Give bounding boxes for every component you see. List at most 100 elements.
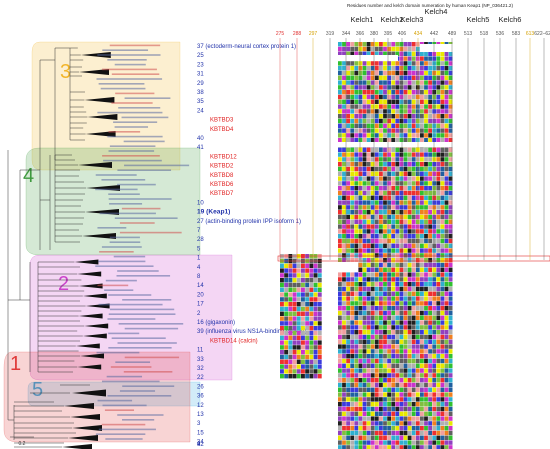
- alignment-cell: [346, 238, 350, 244]
- alignment-cell: [411, 320, 416, 325]
- collapsed-clade: [82, 233, 116, 239]
- alignment-cell: [395, 195, 400, 200]
- alignment-cell: [383, 344, 387, 349]
- alignment-cell: [305, 263, 310, 268]
- alignment-cell: [436, 296, 441, 301]
- alignment-cell: [403, 277, 408, 282]
- alignment-cell: [317, 316, 322, 321]
- alignment-cell: [436, 99, 441, 104]
- alignment-cell: [415, 358, 420, 364]
- alignment-cell: [444, 214, 449, 220]
- alignment-cell: [440, 310, 445, 316]
- alignment-cell: [420, 445, 424, 449]
- alignment-cell: [366, 258, 371, 263]
- alignment-cell: [411, 133, 416, 138]
- alignment-cell: [428, 354, 432, 359]
- clade-label: 20: [197, 292, 204, 298]
- alignment-cell: [288, 263, 293, 268]
- alignment-cell: [407, 358, 412, 364]
- alignment-cell: [448, 214, 453, 220]
- alignment-cell: [411, 349, 416, 354]
- clade-label: 25: [197, 53, 204, 59]
- alignment-cell: [399, 306, 404, 311]
- alignment-cell: [424, 80, 428, 85]
- alignment-cell: [391, 66, 396, 71]
- alignment-cell: [391, 234, 396, 239]
- alignment-cell: [350, 301, 355, 306]
- tip-label-text: [105, 438, 143, 440]
- alignment-cell: [284, 369, 289, 374]
- alignment-cell: [374, 166, 379, 172]
- alignment-cell: [444, 85, 449, 90]
- alignment-cell: [292, 292, 297, 297]
- alignment-cell: [374, 90, 379, 95]
- alignment-cell: [292, 364, 297, 369]
- alignment-cell: [411, 176, 416, 181]
- alignment-cell: [424, 51, 428, 56]
- alignment-cell: [395, 70, 400, 76]
- alignment-cell: [428, 99, 432, 104]
- alignment-cell: [305, 311, 310, 316]
- tip-label-text: [97, 284, 129, 287]
- alignment-cell: [407, 229, 412, 234]
- alignment-cell: [313, 350, 318, 355]
- alignment-cell: [391, 238, 396, 244]
- alignment-cell: [379, 94, 383, 100]
- alignment-cell: [448, 186, 453, 191]
- alignment-cell: [395, 406, 400, 412]
- alignment-cell: [292, 273, 297, 278]
- alignment-cell: [428, 51, 432, 56]
- alignment-cell: [362, 435, 367, 440]
- alignment-cell: [399, 214, 404, 220]
- alignment-cell: [374, 51, 379, 56]
- alignment-cell: [411, 166, 416, 172]
- alignment-cell: [399, 70, 404, 76]
- alignment-cell: [362, 152, 367, 157]
- alignment-cell: [444, 435, 449, 440]
- tip-label-text: [108, 131, 141, 133]
- tip-label-text: [105, 279, 137, 282]
- alignment-cell: [415, 306, 420, 311]
- alignment-cell: [391, 195, 396, 200]
- alignment-cell: [366, 325, 371, 330]
- alignment-cell: [358, 330, 363, 335]
- alignment-cell: [358, 181, 363, 186]
- alignment-cell: [420, 176, 424, 181]
- alignment-cell: [350, 421, 355, 426]
- tip-label-text: [101, 246, 142, 248]
- tip-label-text: [97, 227, 127, 229]
- alignment-cell: [370, 133, 375, 138]
- alignment-cell: [350, 118, 355, 124]
- alignment-cell: [301, 306, 305, 312]
- alignment-cell: [342, 229, 346, 234]
- alignment-cell: [420, 224, 424, 229]
- alignment-cell: [403, 373, 408, 378]
- alignment-cell: [346, 291, 350, 296]
- alignment-cell: [395, 430, 400, 436]
- alignment-cell: [428, 229, 432, 234]
- alignment-cell: [342, 171, 346, 176]
- alignment-cell: [379, 176, 383, 181]
- alignment-cell: [379, 200, 383, 205]
- alignment-cell: [448, 234, 453, 239]
- alignment-cell: [362, 147, 367, 152]
- alignment-cell: [403, 286, 408, 292]
- alignment-cell: [370, 51, 375, 56]
- alignment-cell: [448, 320, 453, 325]
- tip-label-text: [118, 107, 161, 109]
- tip-label-text: [119, 390, 156, 392]
- alignment-cell: [448, 123, 453, 128]
- alignment-cell: [346, 42, 350, 47]
- alignment-cell: [407, 42, 412, 47]
- alignment-cell: [415, 330, 420, 335]
- alignment-cell: [346, 133, 350, 138]
- alignment-cell: [370, 435, 375, 440]
- alignment-cell: [284, 306, 289, 312]
- tip-label-text: [98, 260, 146, 263]
- alignment-cell: [391, 94, 396, 100]
- alignment-cell: [301, 316, 305, 321]
- alignment-cell: [436, 354, 441, 359]
- alignment-cell: [350, 94, 355, 100]
- alignment-cell: [407, 152, 412, 157]
- alignment-cell: [420, 162, 424, 167]
